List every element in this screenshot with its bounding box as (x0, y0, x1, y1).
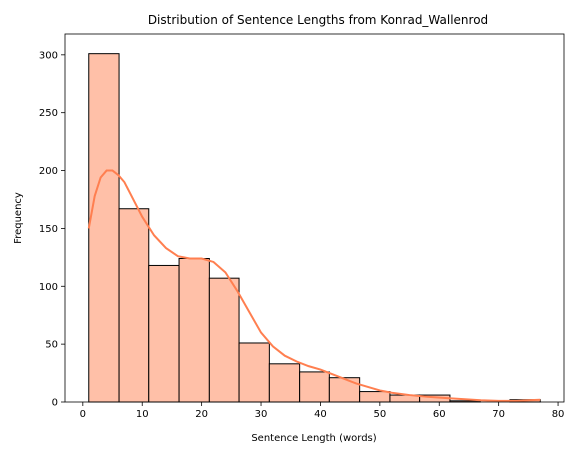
histogram-bar-6 (268, 363, 301, 403)
x-tick-label: 20 (195, 409, 208, 420)
y-tick-label: 100 (39, 282, 58, 293)
histogram-bar-8 (328, 377, 361, 403)
x-tick-label: 70 (492, 409, 505, 420)
y-tick-label: 250 (39, 108, 58, 119)
histogram-bar-1 (118, 208, 150, 403)
x-tick-label: 10 (136, 409, 149, 420)
x-tick-label: 60 (433, 409, 446, 420)
y-tick-label: 0 (52, 398, 58, 409)
histogram-bar-3 (178, 258, 210, 403)
histogram-bar-4 (208, 277, 240, 403)
chart-title: Distribution of Sentence Lengths from Ko… (148, 13, 488, 27)
y-tick-label: 50 (45, 340, 58, 351)
y-tick-label: 200 (39, 166, 58, 177)
x-axis-label: Sentence Length (words) (251, 433, 376, 444)
x-tick-label: 80 (552, 409, 565, 420)
x-tick-label: 40 (314, 409, 327, 420)
histogram-bar-7 (299, 371, 330, 403)
x-tick-label: 50 (373, 409, 386, 420)
y-tick-label: 150 (39, 224, 58, 235)
histogram-bar-0 (88, 53, 120, 403)
y-axis-ticks: 0 50 100 150 200 250 300 (39, 50, 65, 409)
histogram-bar-9 (359, 391, 391, 403)
y-tick-label: 300 (39, 50, 58, 61)
x-axis-ticks: 0 10 20 30 40 50 60 70 80 (80, 402, 565, 420)
plot-frame (64, 33, 565, 403)
kde-curve (87, 169, 541, 402)
histogram-bars (88, 53, 541, 403)
x-tick-label: 0 (80, 409, 86, 420)
histogram-bar-5 (238, 342, 270, 403)
x-tick-label: 30 (255, 409, 268, 420)
histogram-bar-2 (148, 264, 180, 403)
y-axis-label: Frequency (13, 192, 24, 244)
